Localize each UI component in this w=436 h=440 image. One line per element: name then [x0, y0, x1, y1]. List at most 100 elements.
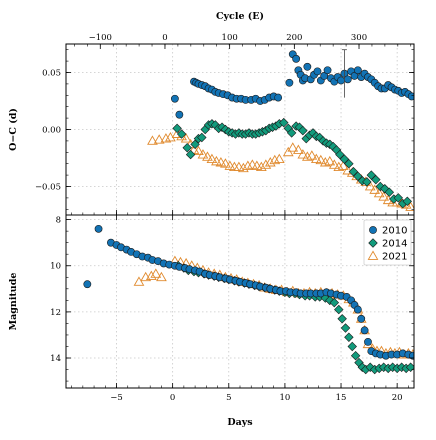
y-tick-label-oc: −0.05: [35, 183, 61, 193]
legend-entry-2014: 2014: [368, 238, 407, 250]
data-point-2014: [172, 123, 182, 134]
x-tick-label: 10: [279, 393, 290, 403]
oc-axis-title: O−C (d): [8, 108, 19, 151]
legend-entry-2021: 2021: [367, 250, 407, 263]
data-point-2021: [297, 149, 309, 159]
data-point-2021: [153, 134, 165, 144]
data-point-2010: [408, 351, 414, 360]
data-point-2021: [337, 160, 349, 170]
top-tick-label: 300: [351, 33, 367, 43]
data-point-2014: [298, 125, 308, 136]
top-tick-label: 100: [222, 33, 238, 43]
data-point-2021: [197, 149, 209, 159]
data-point-2014: [375, 181, 386, 192]
y-tick-label-mag: 12: [50, 308, 61, 318]
data-point-2010: [292, 54, 301, 63]
frame-layer: [65, 43, 415, 389]
x-tick-label: 5: [226, 393, 231, 403]
data-point-2021: [287, 142, 299, 152]
y-tick-label-mag: 8: [56, 216, 61, 226]
data-point-2021: [224, 160, 236, 170]
y-tick-label-oc: 0.00: [42, 126, 61, 136]
data-point-2010: [357, 314, 366, 323]
data-point-2021: [180, 133, 192, 143]
data-point-2021: [333, 161, 345, 172]
data-point-2021: [306, 150, 318, 160]
data-point-2021: [237, 162, 249, 173]
data-point-2010: [83, 280, 92, 289]
data-point-2021: [373, 187, 385, 198]
data-point-2021: [233, 161, 245, 172]
y-tick-label-mag: 10: [50, 262, 61, 272]
x-axis-title: Days: [227, 417, 252, 428]
data-point-2014: [384, 187, 395, 197]
data-point-2014: [182, 143, 192, 153]
data-point-2021: [342, 165, 354, 175]
data-point-2010: [274, 93, 283, 102]
data-point-2021: [133, 276, 145, 286]
data-point-2014: [340, 323, 351, 333]
data-point-2014: [190, 139, 200, 150]
data-point-2010: [343, 75, 352, 84]
points-layer: [83, 49, 414, 375]
x-tick-label: 15: [336, 393, 347, 403]
data-point-2014: [347, 341, 357, 352]
data-point-2021: [378, 191, 390, 201]
data-point-2021: [147, 135, 158, 145]
data-point-2021: [260, 159, 272, 169]
data-point-2010: [285, 78, 294, 87]
series-oc-2010: [170, 50, 414, 119]
data-point-2014: [197, 132, 207, 143]
data-point-2010: [313, 67, 322, 76]
data-point-2021: [324, 155, 336, 166]
data-point-2021: [202, 151, 213, 161]
data-point-2010: [353, 305, 362, 314]
data-point-2014: [365, 362, 375, 372]
data-point-2021: [150, 268, 162, 278]
data-point-2021: [255, 161, 267, 172]
data-point-2010: [337, 76, 345, 85]
data-point-2010: [360, 326, 369, 335]
data-point-2021: [220, 158, 231, 168]
data-point-2014: [334, 304, 344, 315]
x-tick-label: 20: [392, 393, 403, 403]
data-point-2021: [246, 159, 258, 169]
data-point-2010: [369, 226, 377, 234]
data-point-2010: [170, 94, 179, 103]
x-tick-label: 0: [170, 393, 175, 403]
data-point-2021: [211, 155, 222, 166]
data-point-2014: [176, 129, 187, 139]
data-point-2010: [175, 110, 184, 119]
y-tick-label-mag: 14: [50, 354, 61, 364]
top-tick-label: 200: [286, 33, 302, 43]
data-point-2021: [269, 154, 281, 165]
data-point-2014: [350, 350, 361, 361]
top-axis-title: Cycle (E): [216, 11, 264, 22]
data-point-2021: [292, 144, 304, 154]
data-point-2010: [303, 62, 312, 71]
x-tick-label: −5: [110, 393, 123, 403]
series-oc-2014: [172, 117, 412, 209]
legend-label-2021: 2021: [382, 252, 407, 263]
data-point-2021: [315, 154, 327, 165]
data-point-2014: [339, 154, 350, 164]
data-point-2010: [323, 66, 332, 75]
legend: 2010 2014 2021: [363, 219, 412, 266]
label-layer: 0.05 0.00 −0.05 8 10 12 14 −100 0 100 200 300 −5 0 5 10…: [8, 11, 403, 428]
data-point-2014: [329, 297, 340, 308]
data-point-2021: [264, 157, 276, 167]
data-point-2014: [286, 128, 297, 138]
data-point-2014: [348, 166, 359, 177]
data-point-2014: [402, 196, 412, 207]
data-point-2014: [335, 149, 345, 160]
data-point-2021: [364, 180, 376, 191]
data-point-2021: [145, 270, 157, 281]
data-point-2021: [310, 153, 322, 164]
data-point-2021: [369, 184, 381, 194]
top-tick-label: −100: [89, 33, 112, 43]
data-point-2014: [362, 177, 372, 187]
data-point-2021: [367, 250, 379, 260]
data-point-2010: [94, 224, 103, 233]
series-mag-2021: [133, 255, 414, 359]
